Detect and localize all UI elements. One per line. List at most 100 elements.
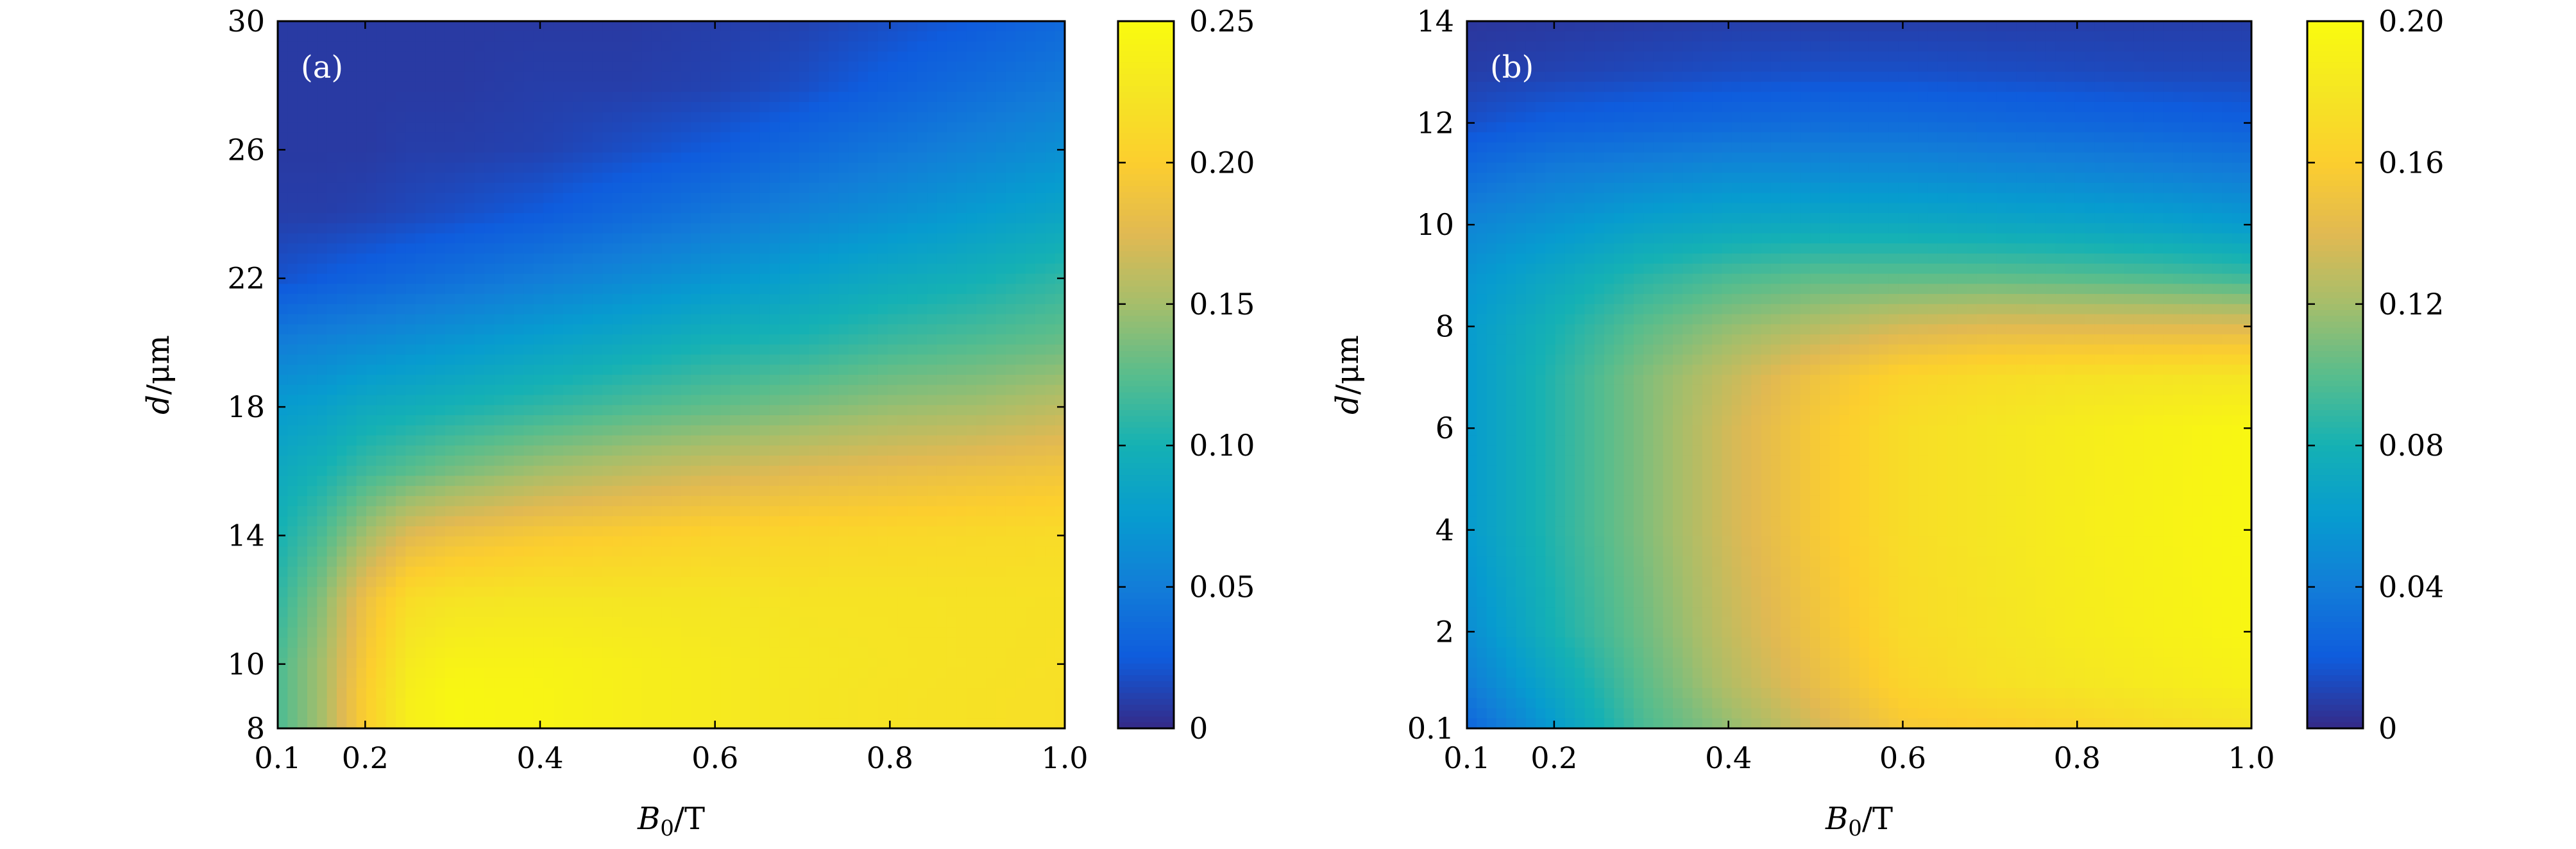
heatmap-cell xyxy=(573,81,584,92)
heatmap-cell xyxy=(651,162,662,173)
heatmap-cell xyxy=(681,607,691,618)
heatmap-cell xyxy=(287,92,298,103)
heatmap-cell xyxy=(700,617,711,628)
heatmap-cell xyxy=(425,597,436,608)
heatmap-cell xyxy=(376,253,387,264)
heatmap-cell xyxy=(287,162,298,173)
heatmap-cell xyxy=(602,314,613,325)
heatmap-cell xyxy=(494,334,505,345)
heatmap-cell xyxy=(523,314,534,325)
heatmap-cell xyxy=(789,627,800,639)
heatmap-cell xyxy=(897,465,908,477)
heatmap-cell xyxy=(877,61,888,73)
heatmap-cell xyxy=(337,233,348,244)
heatmap-cell xyxy=(376,445,387,456)
heatmap-cell xyxy=(671,587,682,598)
heatmap-cell xyxy=(986,112,997,123)
heatmap-cell xyxy=(887,354,899,366)
heatmap-cell xyxy=(661,405,672,416)
heatmap-cell xyxy=(818,213,829,224)
heatmap-cell xyxy=(818,162,829,173)
heatmap-cell xyxy=(415,516,426,527)
heatmap-cell xyxy=(877,324,888,335)
heatmap-cell xyxy=(278,506,289,517)
heatmap-cell xyxy=(877,334,888,345)
heatmap-cell xyxy=(356,546,367,558)
heatmap-cell xyxy=(887,101,899,113)
heatmap-cell xyxy=(848,567,859,578)
heatmap-cell xyxy=(681,587,691,598)
heatmap-cell xyxy=(996,627,1006,639)
heatmap-cell xyxy=(1045,243,1056,254)
heatmap-cell xyxy=(868,567,879,578)
heatmap-cell xyxy=(759,395,770,406)
heatmap-cell xyxy=(936,455,947,467)
heatmap-cell xyxy=(799,344,810,356)
heatmap-cell xyxy=(632,21,643,32)
heatmap-cell xyxy=(730,61,741,73)
heatmap-cell xyxy=(533,425,544,436)
heatmap-cell xyxy=(730,567,741,578)
heatmap-cell xyxy=(425,101,436,113)
heatmap-cell xyxy=(563,304,573,315)
heatmap-cell xyxy=(956,253,967,264)
heatmap-cell xyxy=(622,627,632,639)
heatmap-cell xyxy=(307,536,318,547)
heatmap-cell xyxy=(740,486,750,497)
heatmap-cell xyxy=(887,425,899,436)
heatmap-cell xyxy=(366,324,377,335)
heatmap-cell xyxy=(326,273,337,285)
heatmap-cell xyxy=(1025,21,1036,32)
heatmap-cell xyxy=(1005,476,1017,486)
heatmap-cell xyxy=(651,597,662,608)
heatmap-cell xyxy=(710,334,721,345)
heatmap-cell xyxy=(1045,476,1056,486)
heatmap-cell xyxy=(789,273,800,285)
heatmap-cell xyxy=(563,243,573,254)
heatmap-cell xyxy=(494,445,505,456)
heatmap-cell xyxy=(297,21,308,32)
heatmap-cell xyxy=(464,445,475,456)
heatmap-cell xyxy=(759,152,770,164)
heatmap-cell xyxy=(996,576,1006,588)
heatmap-cell xyxy=(917,71,928,83)
heatmap-cell xyxy=(435,284,446,295)
heatmap-cell xyxy=(809,21,820,32)
heatmap-cell xyxy=(858,637,869,648)
heatmap-cell xyxy=(700,375,711,386)
heatmap-cell xyxy=(789,344,800,356)
heatmap-cell xyxy=(691,506,702,517)
heatmap-cell xyxy=(405,193,416,204)
heatmap-cell xyxy=(691,193,702,204)
heatmap-cell xyxy=(376,263,387,275)
heatmap-cell xyxy=(514,455,525,467)
heatmap-cell xyxy=(396,233,407,244)
heatmap-cell xyxy=(504,495,514,507)
heatmap-cell xyxy=(405,92,416,103)
heatmap-cell xyxy=(573,384,584,396)
heatmap-cell xyxy=(858,354,869,366)
heatmap-cell xyxy=(681,263,691,275)
heatmap-cell xyxy=(396,203,407,214)
heatmap-cell xyxy=(632,203,643,214)
heatmap-cell xyxy=(563,284,573,295)
heatmap-cell xyxy=(278,415,289,426)
heatmap-cell xyxy=(386,405,396,416)
heatmap-cell xyxy=(848,495,859,507)
heatmap-cell xyxy=(405,637,416,648)
heatmap-cell xyxy=(917,425,928,436)
heatmap-cell xyxy=(877,263,888,275)
heatmap-cell xyxy=(691,223,702,234)
heatmap-cell xyxy=(877,395,888,406)
heatmap-cell xyxy=(759,112,770,123)
heatmap-cell xyxy=(405,576,416,588)
heatmap-cell xyxy=(523,476,534,486)
heatmap-cell xyxy=(1015,132,1026,143)
heatmap-cell xyxy=(661,193,672,204)
heatmap-cell xyxy=(700,132,711,143)
heatmap-cell xyxy=(504,556,514,567)
heatmap-cell xyxy=(779,122,790,133)
heatmap-cell xyxy=(1005,92,1017,103)
heatmap-cell xyxy=(691,334,702,345)
heatmap-cell xyxy=(759,334,770,345)
